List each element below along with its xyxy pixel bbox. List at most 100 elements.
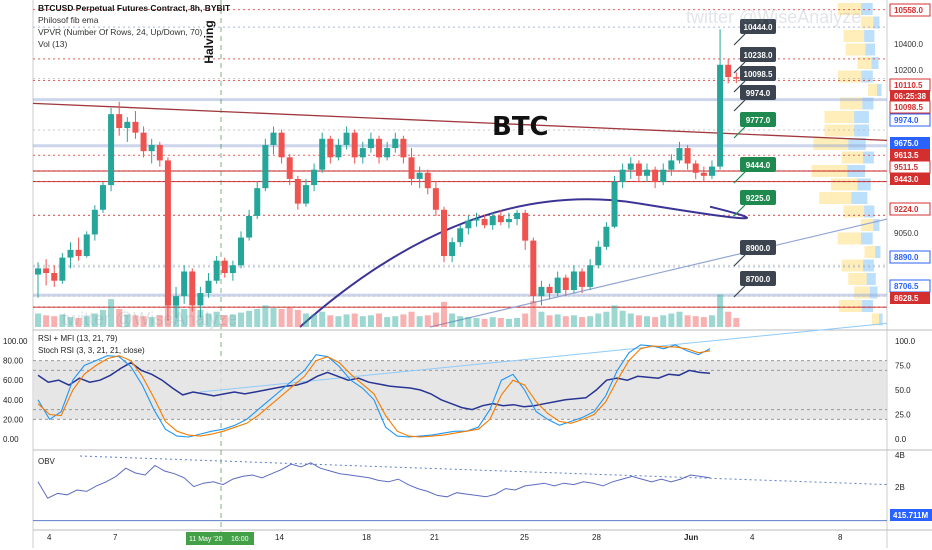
indicator-vpvr: VPVR (Number Of Rows, 24, Up/Down, 70) xyxy=(38,27,203,37)
vpvr-bar-down xyxy=(841,259,864,272)
candle-body xyxy=(246,215,253,238)
candle-body xyxy=(408,157,415,179)
volume-bar xyxy=(376,313,383,327)
candle-body xyxy=(67,249,74,258)
price-axis-label: 9050.0 xyxy=(894,229,919,238)
candle-body xyxy=(156,144,163,161)
candle-body xyxy=(530,240,537,297)
vpvr-bar-up xyxy=(877,84,882,96)
candle-body xyxy=(359,148,366,158)
volume-bar xyxy=(246,310,253,327)
stoch-k-line xyxy=(37,344,711,438)
candle-body xyxy=(717,64,724,167)
watermark: twitter @WiseAnalyze xyxy=(62,309,238,329)
price-callout-label: 8900.0 xyxy=(746,244,771,253)
volume-bar xyxy=(294,309,301,327)
candle-body xyxy=(733,77,740,79)
vpvr-bar-up xyxy=(863,151,874,164)
volume-bar xyxy=(327,315,334,327)
rsi-right-tick: 75.0 xyxy=(895,362,911,371)
vpvr-bar-down xyxy=(838,300,862,312)
candle-body xyxy=(522,212,529,241)
price-callout-label: 10098.5 xyxy=(744,70,773,79)
vpvr-bar-down xyxy=(840,97,863,110)
vpvr-bar-down xyxy=(845,43,866,56)
volume-bar xyxy=(449,313,456,327)
rsi-left-tick: 20.00 xyxy=(3,415,24,424)
volume-bar xyxy=(441,301,447,327)
volume-bar xyxy=(432,312,439,327)
candle-body xyxy=(505,219,512,223)
volume-bar xyxy=(367,315,374,327)
candle-body xyxy=(668,160,675,170)
time-axis-label: 16:00 xyxy=(231,536,249,543)
volume-bar xyxy=(619,310,626,327)
vpvr-bar-up xyxy=(861,3,873,15)
vpvr-bar-down xyxy=(857,57,872,69)
price-axis-tag xyxy=(889,3,931,17)
rsi-title: RSI + MFI (13, 21, 79) xyxy=(38,334,118,343)
time-axis-label: 21 xyxy=(430,533,439,542)
candle-body xyxy=(351,132,358,158)
candle-body xyxy=(189,271,196,306)
price-axis-label: 9974.0 xyxy=(894,116,919,125)
callout-pointer xyxy=(733,33,746,46)
price-axis-tag xyxy=(890,173,930,185)
volume-bar xyxy=(189,306,196,327)
candle-body xyxy=(35,268,41,275)
candle-body xyxy=(197,293,204,306)
volume-bar xyxy=(538,311,545,327)
callout-pointer xyxy=(733,204,746,217)
candle-body xyxy=(367,138,374,149)
halving-annotation: Halving xyxy=(202,20,216,64)
price-callout xyxy=(740,112,776,127)
candle-body xyxy=(562,277,569,290)
volume-bar xyxy=(660,315,667,327)
candle-body xyxy=(302,185,309,204)
candle-body xyxy=(652,169,659,183)
volume-bar xyxy=(124,314,131,327)
volume-bar xyxy=(108,299,115,327)
price-axis-tag xyxy=(890,149,930,161)
time-axis-highlight xyxy=(186,532,254,545)
price-axis-label: 8706.5 xyxy=(894,282,919,291)
rsi-left-tick: 80.00 xyxy=(3,357,24,366)
callout-pointer xyxy=(733,254,746,267)
candle-body xyxy=(473,219,480,221)
volume-bar xyxy=(457,316,464,327)
candle-body xyxy=(432,188,439,210)
volume-bar xyxy=(530,300,537,327)
price-callout xyxy=(740,85,776,100)
candle-body xyxy=(213,260,220,281)
volume-bar xyxy=(481,318,488,327)
volume-bar xyxy=(351,313,358,327)
volume-bar xyxy=(132,315,139,327)
price-axis-label: 10200.0 xyxy=(894,66,923,75)
candle-body xyxy=(392,138,399,149)
volume-bar xyxy=(91,313,98,327)
vpvr-bar-up xyxy=(873,16,880,29)
volume-bar xyxy=(343,314,350,327)
callout-pointer xyxy=(733,285,746,298)
volume-bar xyxy=(595,313,602,327)
volume-bar xyxy=(416,316,423,327)
candle-body xyxy=(262,144,269,189)
volume-bar xyxy=(465,317,472,327)
vpvr-bar-up xyxy=(861,300,874,312)
obv-value-tag xyxy=(890,509,932,521)
volume-bar xyxy=(497,318,504,327)
btc-annotation: BTC xyxy=(492,112,549,142)
vpvr-bar-up xyxy=(861,232,873,245)
price-callout xyxy=(740,47,776,62)
price-callout xyxy=(740,240,776,255)
time-axis-label: 7 xyxy=(113,533,118,542)
vpvr-bar-up xyxy=(871,57,879,69)
price-axis-tag xyxy=(889,100,931,114)
descending-trendline xyxy=(32,102,888,142)
candle-body xyxy=(51,273,58,281)
candle-body xyxy=(514,212,521,220)
rsi-band xyxy=(33,360,887,420)
candle-body xyxy=(619,169,626,183)
